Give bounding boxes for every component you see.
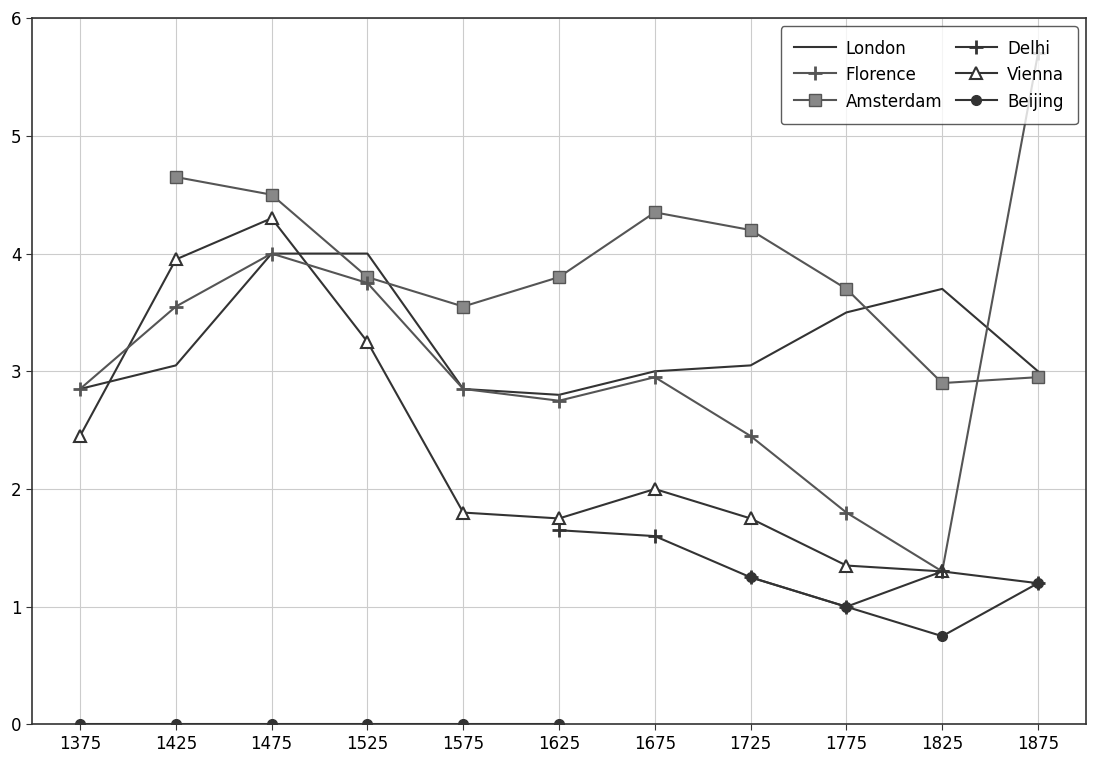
Legend: London, Florence, Amsterdam, Delhi, Vienna, Beijing: London, Florence, Amsterdam, Delhi, Vien… — [781, 27, 1077, 125]
